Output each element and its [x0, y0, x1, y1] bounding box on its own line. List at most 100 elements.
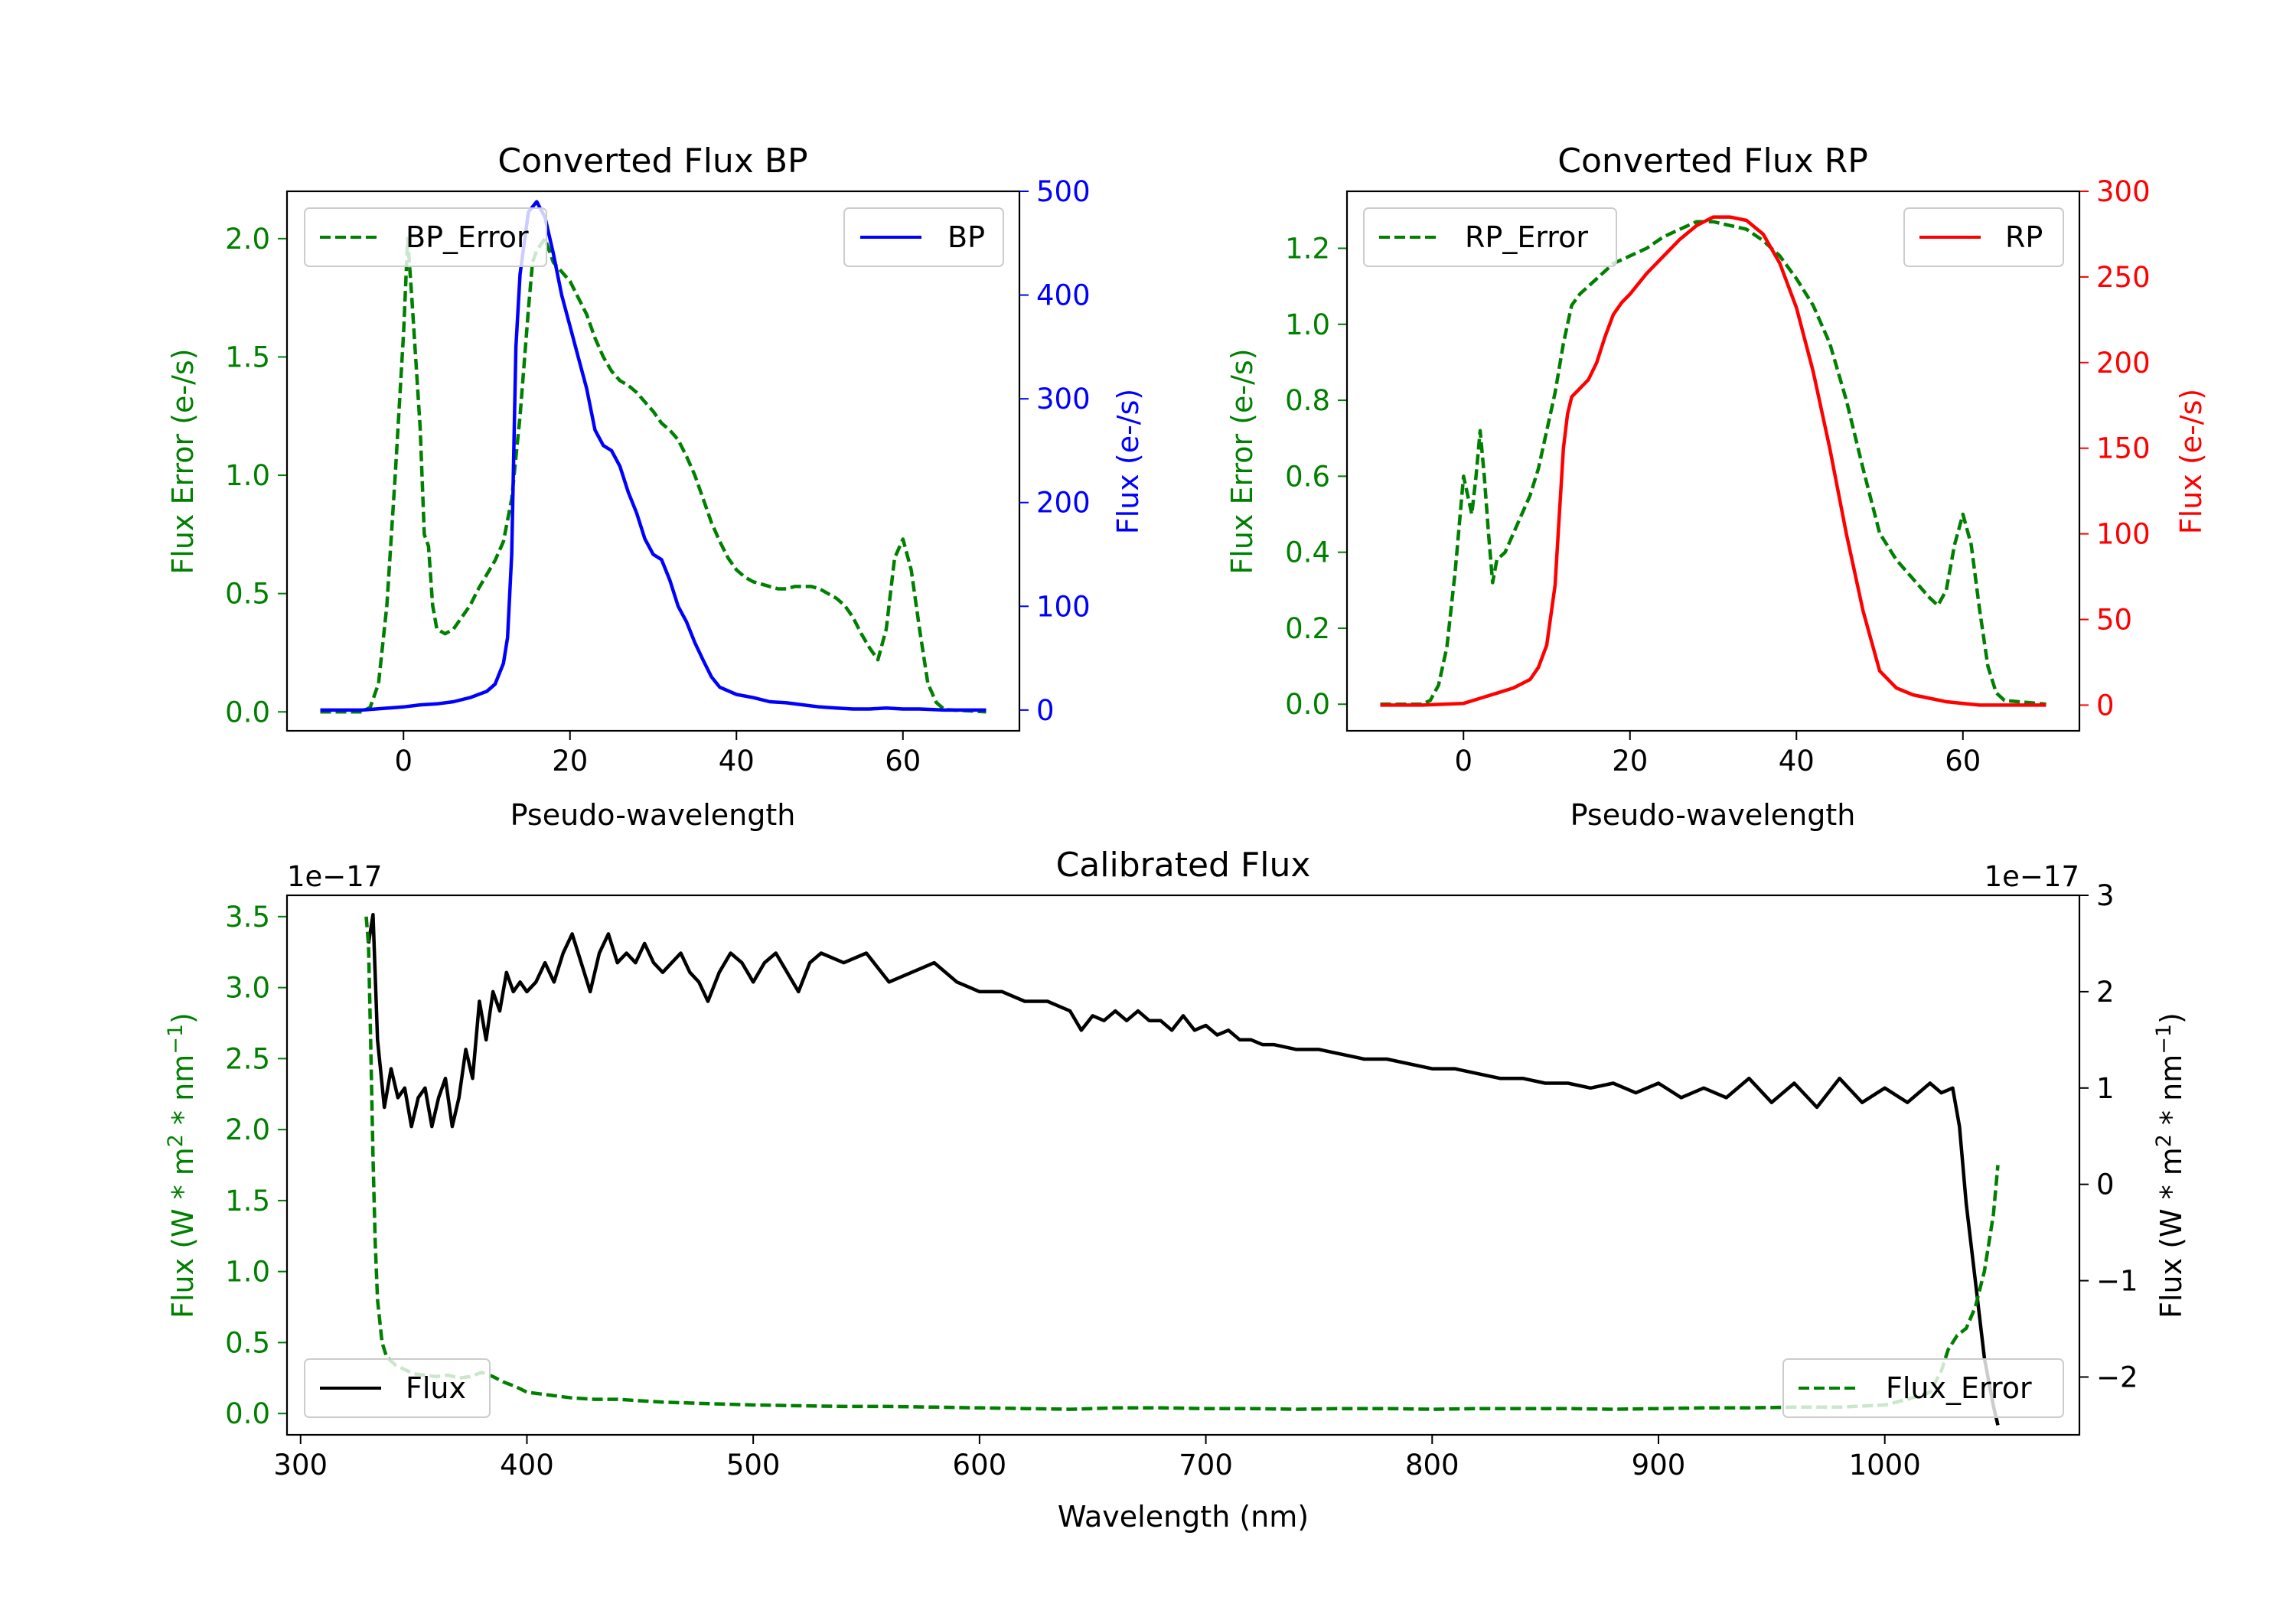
rp-right-axis-label: Flux (e-/s) — [2174, 389, 2208, 534]
rp-left-tick-label: 0.4 — [1285, 536, 1330, 569]
rp-left-tick-label: 1.0 — [1285, 308, 1330, 341]
bp-chart-title: Converted Flux BP — [497, 142, 807, 181]
calibrated-x-axis-label: Wavelength (nm) — [1058, 1500, 1309, 1534]
calibrated-right-tick-label: −1 — [2096, 1265, 2138, 1298]
bp-right-tick-label: 300 — [1036, 383, 1091, 416]
rp-left-tick-label: 0.6 — [1285, 460, 1330, 493]
rp-legend-label: RP — [2005, 220, 2043, 254]
bp-series-group — [320, 200, 987, 714]
calibrated-x-ticks: 300 400 500 600 700 800 900 1000 — [273, 1435, 1921, 1482]
rp-x-tick-label: 0 — [1454, 745, 1473, 777]
rp-chart-panel: Converted Flux RP Pseudo-wavelength Flux… — [1225, 142, 2208, 832]
calibrated-plot-frame — [285, 894, 2081, 1436]
bp-left-ticks: 0.0 0.5 1.0 1.5 2.0 — [225, 223, 287, 729]
calibrated-x-tick-label: 700 — [1179, 1449, 1233, 1482]
rp-legend: RP — [1903, 207, 2064, 267]
bp-chart-panel: Converted Flux BP Pseudo-wavelength Flux… — [166, 142, 1145, 832]
calibrated-x-tick-label: 800 — [1405, 1449, 1459, 1482]
bp-legend-label: BP — [947, 220, 985, 254]
calibrated-left-axis-label: Flux (W * m2 * nm−1) — [164, 1012, 200, 1319]
calibrated-chart-panel: Calibrated Flux Wavelength (nm) 1e−17 1e… — [164, 846, 2188, 1534]
calibrated-right-tick-label: 0 — [2096, 1169, 2115, 1201]
bp-left-tick-label: 0.0 — [225, 696, 270, 729]
calibrated-left-tick-label: 2.5 — [225, 1042, 270, 1075]
bp-left-tick-label: 1.0 — [225, 459, 270, 492]
bp-error-legend-label: BP_Error — [406, 220, 529, 254]
calibrated-right-tick-label: 3 — [2096, 879, 2115, 912]
bp-left-tick-label: 2.0 — [225, 223, 270, 256]
rp-left-ticks: 0.0 0.2 0.4 0.6 0.8 1.0 1.2 — [1285, 232, 1347, 721]
rp-plot-frame — [1345, 190, 2081, 732]
rp-series-rp-error — [1380, 220, 2047, 706]
calibrated-right-tick-label: −2 — [2096, 1361, 2138, 1393]
bp-right-axis-label: Flux (e-/s) — [1111, 389, 1145, 534]
rp-right-tick-label: 100 — [2096, 518, 2151, 551]
bp-x-axis-label: Pseudo-wavelength — [510, 798, 796, 832]
flux-legend: Flux — [304, 1358, 491, 1418]
bp-legend: BP — [843, 207, 1004, 267]
rp-right-tick-label: 50 — [2096, 604, 2132, 637]
bp-x-tick-label: 20 — [552, 745, 588, 777]
bp-error-legend-box — [304, 207, 547, 267]
flux-legend-box — [304, 1358, 491, 1418]
rp-right-tick-label: 250 — [2096, 261, 2151, 294]
bp-x-tick-label: 60 — [885, 745, 921, 777]
calibrated-left-tick-label: 3.5 — [225, 901, 270, 934]
rp-right-tick-label: 150 — [2096, 432, 2151, 465]
bp-left-axis-label: Flux Error (e-/s) — [166, 348, 200, 574]
bp-series-bp — [320, 200, 987, 712]
calibrated-left-tick-label: 3.0 — [225, 972, 270, 1005]
bp-left-tick-label: 0.5 — [225, 578, 270, 611]
bp-left-tick-label: 1.5 — [225, 341, 270, 373]
calibrated-right-ticks: −2 −1 0 1 2 3 — [2079, 879, 2138, 1393]
bp-right-ticks: 0 100 200 300 400 500 — [1019, 175, 1091, 727]
flux-error-legend-box — [1782, 1358, 2064, 1418]
calibrated-right-tick-label: 1 — [2096, 1072, 2115, 1105]
calibrated-series-flux-error — [364, 916, 2000, 1411]
rp-left-tick-label: 0.8 — [1285, 384, 1330, 417]
calibrated-left-offset-text: 1e−17 — [287, 860, 382, 893]
rp-x-tick-label: 20 — [1612, 745, 1648, 777]
rp-error-legend-box — [1363, 207, 1617, 267]
calibrated-x-tick-label: 500 — [726, 1449, 781, 1482]
calibrated-left-tick-label: 1.5 — [225, 1185, 270, 1217]
bp-x-tick-label: 0 — [394, 745, 413, 777]
calibrated-x-tick-label: 600 — [953, 1449, 1007, 1482]
calibrated-left-tick-label: 1.0 — [225, 1256, 270, 1289]
bp-series-bp-error — [320, 236, 987, 714]
bp-plot-frame — [285, 190, 1021, 732]
calibrated-chart-title: Calibrated Flux — [1056, 846, 1311, 885]
bp-right-tick-label: 400 — [1036, 279, 1091, 312]
rp-series-rp — [1380, 215, 2047, 707]
rp-right-tick-label: 300 — [2096, 175, 2151, 208]
calibrated-right-offset-text: 1e−17 — [1985, 860, 2079, 893]
rp-x-axis-label: Pseudo-wavelength — [1570, 798, 1856, 832]
rp-error-legend: RP_Error — [1363, 207, 1617, 267]
bp-right-tick-label: 100 — [1036, 590, 1091, 623]
rp-left-axis-label: Flux Error (e-/s) — [1225, 348, 1259, 574]
flux-legend-label: Flux — [406, 1371, 466, 1405]
bp-right-tick-label: 500 — [1036, 175, 1091, 208]
bp-right-tick-label: 200 — [1036, 487, 1091, 520]
calibrated-right-tick-label: 2 — [2096, 976, 2115, 1009]
rp-left-tick-label: 0.0 — [1285, 688, 1330, 721]
calibrated-left-tick-label: 0.5 — [225, 1326, 270, 1359]
bp-right-tick-label: 0 — [1036, 694, 1055, 727]
rp-x-tick-label: 60 — [1945, 745, 1981, 777]
calibrated-x-tick-label: 300 — [273, 1449, 328, 1482]
rp-left-tick-label: 0.2 — [1285, 612, 1330, 645]
rp-error-legend-label: RP_Error — [1465, 220, 1588, 254]
rp-x-tick-label: 40 — [1779, 745, 1815, 777]
calibrated-left-tick-label: 2.0 — [225, 1113, 270, 1146]
calibrated-left-tick-label: 0.0 — [225, 1397, 270, 1430]
rp-series-group — [1380, 215, 2047, 707]
calibrated-x-tick-label: 1000 — [1849, 1449, 1921, 1482]
rp-legend-box — [1903, 207, 2064, 267]
rp-x-ticks: 0 20 40 60 — [1454, 731, 1981, 777]
rp-right-tick-label: 200 — [2096, 347, 2151, 380]
bp-x-tick-label: 40 — [719, 745, 755, 777]
rp-right-ticks: 0 50 100 150 200 250 300 — [2079, 175, 2151, 722]
rp-left-tick-label: 1.2 — [1285, 232, 1330, 265]
rp-right-tick-label: 0 — [2096, 689, 2115, 722]
calibrated-series-flux — [367, 912, 2000, 1426]
